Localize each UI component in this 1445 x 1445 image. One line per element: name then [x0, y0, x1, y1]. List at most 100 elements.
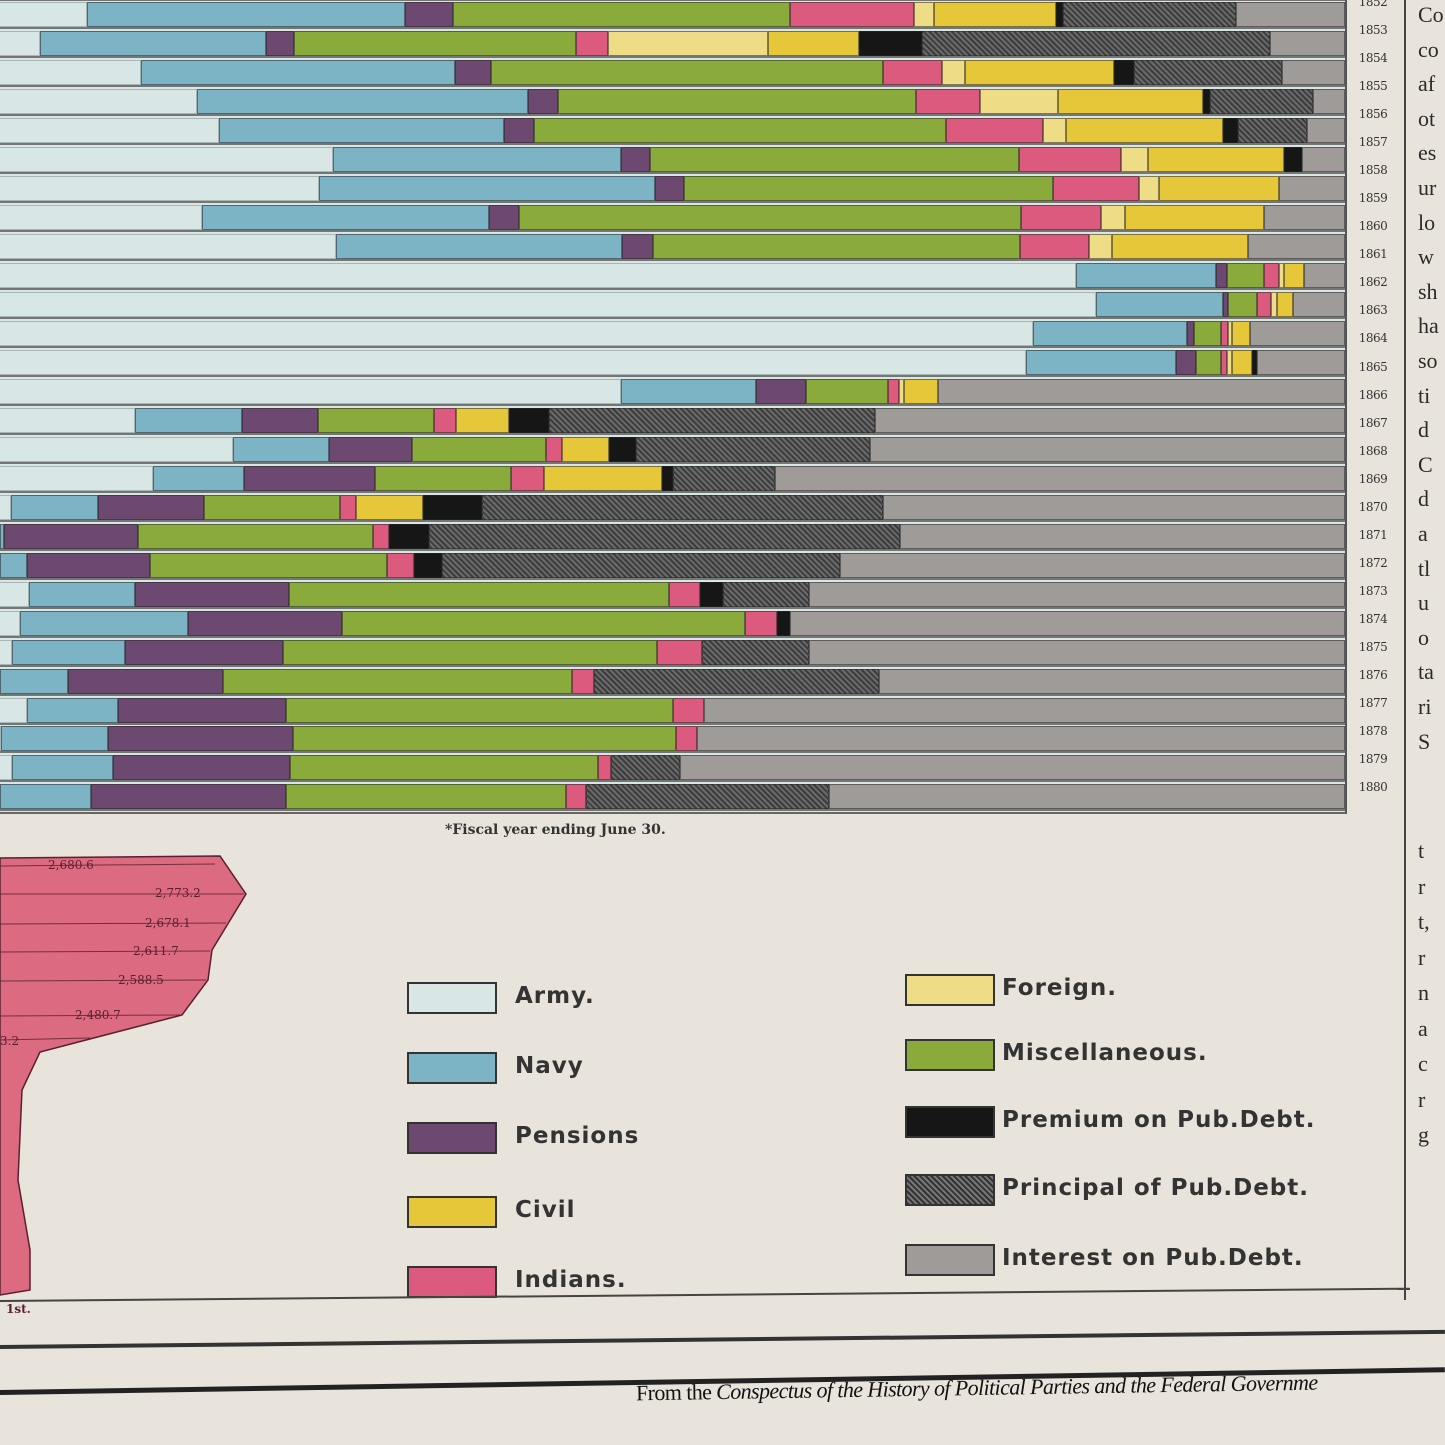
- year-label: 1861: [1358, 247, 1388, 262]
- side-text-fragment: c: [1418, 1051, 1428, 1076]
- bar-segment-miscellaneous-1877: [286, 697, 674, 723]
- year-label: 1880: [1358, 780, 1388, 795]
- row-gridline: [0, 548, 1345, 551]
- row-gridline: [0, 519, 1345, 522]
- bar-segment-indians-1877: [673, 697, 704, 723]
- bar-segment-pensions-1868: [329, 436, 412, 462]
- bar-segment-miscellaneous-1869: [374, 465, 512, 491]
- bar-segment-army-1856: [0, 89, 197, 115]
- bar-segment-miscellaneous-1866: [805, 378, 889, 404]
- bar-segment-pensions-1871: [3, 523, 139, 549]
- bar-segment-army-1854: [0, 31, 40, 57]
- year-label: 1864: [1358, 331, 1388, 346]
- bar-segment-foreign-1865: [1226, 349, 1233, 375]
- side-text-fragment: Co: [1418, 2, 1444, 27]
- bar-segment-miscellaneous-1878: [293, 726, 676, 752]
- bar-segment-miscellaneous-1864: [1194, 321, 1222, 347]
- side-text-fragment: lo: [1418, 209, 1436, 235]
- bar-segment-civil-1870: [356, 494, 423, 520]
- bar-segment-army-1862: [0, 263, 1076, 289]
- year-label: 1859: [1358, 191, 1388, 206]
- legend-label: Principal of Pub.Debt.: [1002, 1175, 1309, 1201]
- bar-segment-pensions-1876: [68, 668, 223, 694]
- bar-segment-interest-on-pub-debt-1854: [1269, 31, 1345, 57]
- year-label: 1876: [1358, 667, 1388, 682]
- bar-segment-indians-1854: [575, 31, 609, 57]
- legend-label: Navy: [515, 1053, 584, 1079]
- bar-segment-civil-1862: [1283, 263, 1304, 289]
- bar-segment-civil-1854: [767, 31, 860, 57]
- bar-segment-miscellaneous-1854: [294, 31, 576, 57]
- area-label: 2,588.5: [118, 973, 164, 987]
- bar-segment-army-1867: [0, 407, 135, 433]
- bar-segment-indians-1863: [1257, 292, 1272, 318]
- row-gridline: [0, 432, 1345, 435]
- row-gridline: [0, 577, 1345, 580]
- bar-segment-principal-of-pub-debt-1873: [722, 581, 809, 607]
- bar-segment-interest-on-pub-debt-1870: [882, 494, 1345, 520]
- bar-segment-pensions-1855: [454, 60, 491, 86]
- bar-segment-navy-1871: [0, 523, 4, 549]
- bar-segment-principal-of-pub-debt-1875: [701, 639, 810, 665]
- bar-segment-principal-of-pub-debt-1871: [428, 523, 901, 549]
- bar-segment-navy-1857: [219, 118, 504, 144]
- bar-segment-premium-on-pub-debt-1869: [661, 465, 673, 491]
- legend-swatch-premium-on-pub-debt: [905, 1106, 995, 1138]
- bar-segment-principal-of-pub-debt-1879: [610, 755, 681, 781]
- caption-title: Conspectus of the History of Political P…: [715, 1369, 1318, 1405]
- bar-segment-army-1866: [0, 378, 622, 404]
- year-label: 1873: [1358, 583, 1388, 598]
- bar-segment-premium-on-pub-debt-1870: [422, 494, 482, 520]
- bar-segment-navy-1867: [134, 407, 243, 433]
- side-text-fragment: ot: [1418, 105, 1436, 131]
- bar-segment-miscellaneous-1861: [652, 234, 1021, 260]
- bar-segment-civil-1859: [1158, 176, 1279, 202]
- side-text-fragment: co: [1418, 36, 1439, 62]
- year-label: 1852: [1358, 0, 1388, 9]
- bar-segment-army-1855: [0, 60, 142, 86]
- bar-segment-premium-on-pub-debt-1865: [1251, 349, 1258, 375]
- year-label: 1857: [1358, 135, 1388, 150]
- year-label: 1875: [1358, 639, 1388, 654]
- bar-segment-foreign-1863: [1271, 292, 1277, 318]
- year-label: 1877: [1358, 696, 1388, 710]
- bar-segment-civil-1868: [562, 436, 609, 462]
- bar-segment-army-1861: [0, 234, 336, 260]
- bar-segment-navy-1863: [1095, 292, 1224, 318]
- bar-segment-navy-1876: [0, 668, 69, 694]
- bar-segment-interest-on-pub-debt-1861: [1248, 234, 1345, 260]
- bar-segment-pensions-1877: [118, 697, 287, 723]
- bar-segment-premium-on-pub-debt-1874: [777, 610, 790, 636]
- bar-segment-navy-1878: [0, 726, 109, 752]
- bar-segment-interest-on-pub-debt-1857: [1307, 118, 1345, 144]
- bar-segment-indians-1862: [1264, 263, 1279, 289]
- bar-segment-navy-1869: [152, 465, 245, 491]
- bar-segment-interest-on-pub-debt-1853: [1235, 2, 1345, 28]
- bar-segment-civil-1866: [904, 378, 939, 404]
- bar-segment-principal-of-pub-debt-1856: [1210, 89, 1313, 115]
- bar-segment-interest-on-pub-debt-1877: [703, 697, 1345, 723]
- bar-segment-indians-1859: [1053, 176, 1139, 202]
- frame-line: [1404, 0, 1406, 1300]
- bar-segment-army-1868: [0, 436, 233, 462]
- year-label: 1856: [1358, 107, 1388, 122]
- bar-segment-indians-1865: [1221, 349, 1227, 375]
- bar-segment-indians-1856: [915, 89, 981, 115]
- bar-segment-army-1865: [0, 349, 1026, 375]
- bar-segment-army-1857: [0, 118, 220, 144]
- bar-segment-navy-1853: [86, 2, 405, 28]
- area-label: 2,480.7: [75, 1008, 121, 1022]
- side-text-fragment: w: [1418, 244, 1434, 270]
- bar-segment-foreign-1859: [1139, 176, 1159, 202]
- bar-segment-miscellaneous-1855: [490, 60, 883, 86]
- bar-segment-pensions-1853: [404, 2, 453, 28]
- row-gridline: [0, 403, 1345, 406]
- bar-segment-miscellaneous-1871: [138, 523, 374, 549]
- side-text-fragment: n: [1418, 980, 1429, 1005]
- bar-segment-pensions-1880: [91, 784, 287, 810]
- side-text-fragment: ta: [1418, 659, 1434, 685]
- bar-segment-interest-on-pub-debt-1855: [1282, 60, 1345, 86]
- row-gridline: [0, 201, 1345, 204]
- bar-segment-premium-on-pub-debt-1855: [1113, 60, 1134, 86]
- bar-segment-interest-on-pub-debt-1856: [1312, 89, 1345, 115]
